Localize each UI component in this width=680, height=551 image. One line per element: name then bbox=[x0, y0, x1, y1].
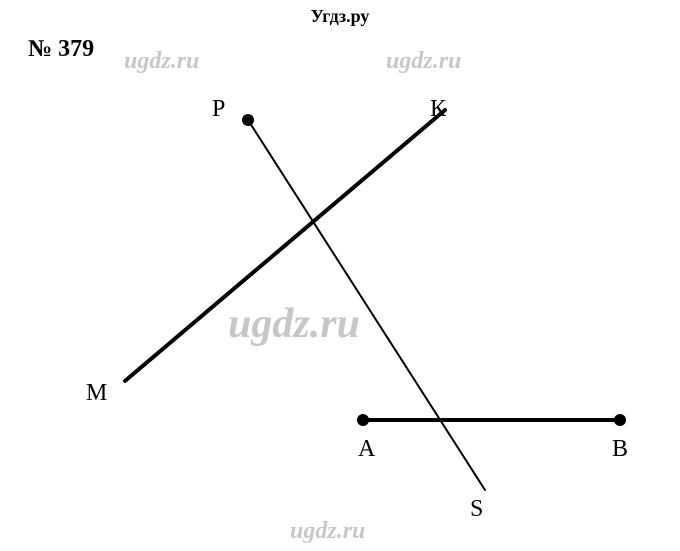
geometry-svg bbox=[0, 0, 680, 551]
diagram-canvas: Угдз.ру № 379 ugdz.ru ugdz.ru ugdz.ru ug… bbox=[0, 0, 680, 551]
point-label-B: В bbox=[612, 436, 628, 463]
point-label-P: Р bbox=[212, 96, 225, 123]
point-label-A: А bbox=[358, 436, 375, 463]
point-label-S: S bbox=[470, 496, 483, 523]
point-label-K: К bbox=[430, 96, 446, 123]
point-label-M: М bbox=[86, 380, 107, 407]
